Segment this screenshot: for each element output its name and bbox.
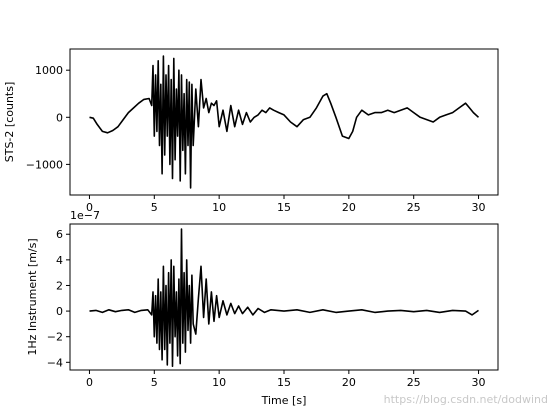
watermark-text: https://blog.csdn.net/dodwind (384, 393, 548, 406)
top-x-tick-label: 10 (212, 201, 226, 214)
bottom-x-tick-label: 10 (212, 376, 226, 389)
top-x-tick-label: 25 (407, 201, 421, 214)
bottom-y-tick-label: 6 (56, 228, 63, 241)
top-y-tick-label: −1000 (26, 158, 63, 171)
bottom-y-tick-label: −2 (47, 331, 63, 344)
bottom-x-tick-label: 25 (407, 376, 421, 389)
bottom-y-axis-label: 1Hz Instrument [m/s] (26, 238, 39, 355)
bottom-x-tick-label: 0 (86, 376, 93, 389)
bottom-x-axis-label: Time [s] (261, 394, 307, 407)
bottom-y-offset-text: 1e−7 (70, 209, 100, 222)
bottom-panel: 0 5 10 15 20 25 30 −4 −2 0 2 4 6 1Hz Instrument [m/s… (26, 209, 499, 407)
top-ticks: 0 5 10 15 20 25 30 −1000 0 1000 (26, 64, 486, 214)
top-y-axis-label: STS-2 [counts] (3, 82, 16, 163)
top-series-line (89, 55, 480, 189)
bottom-y-tick-label: 2 (56, 279, 63, 292)
top-x-tick-label: 30 (472, 201, 486, 214)
bottom-y-tick-label: 4 (56, 254, 63, 267)
top-x-tick-label: 5 (151, 201, 158, 214)
top-y-tick-label: 0 (56, 111, 63, 124)
bottom-series (89, 228, 479, 368)
bottom-plot-frame (69, 223, 499, 371)
top-y-tick-label: 1000 (35, 64, 63, 77)
bottom-x-tick-label: 5 (151, 376, 158, 389)
top-x-tick-label: 15 (277, 201, 291, 214)
bottom-series-line (89, 228, 479, 368)
bottom-x-tick-label: 30 (472, 376, 486, 389)
bottom-x-tick-label: 15 (277, 376, 291, 389)
bottom-x-tick-label: 20 (342, 376, 356, 389)
top-panel: 0 5 10 15 20 25 30 −1000 0 1000 STS-2 [counts] (3, 48, 499, 214)
top-x-tick-label: 0 (86, 201, 93, 214)
top-x-tick-label: 20 (342, 201, 356, 214)
top-series (89, 55, 480, 189)
bottom-y-tick-label: 0 (56, 305, 63, 318)
bottom-ticks: 0 5 10 15 20 25 30 −4 −2 0 2 4 6 (47, 228, 486, 389)
bottom-y-tick-label: −4 (47, 356, 63, 369)
